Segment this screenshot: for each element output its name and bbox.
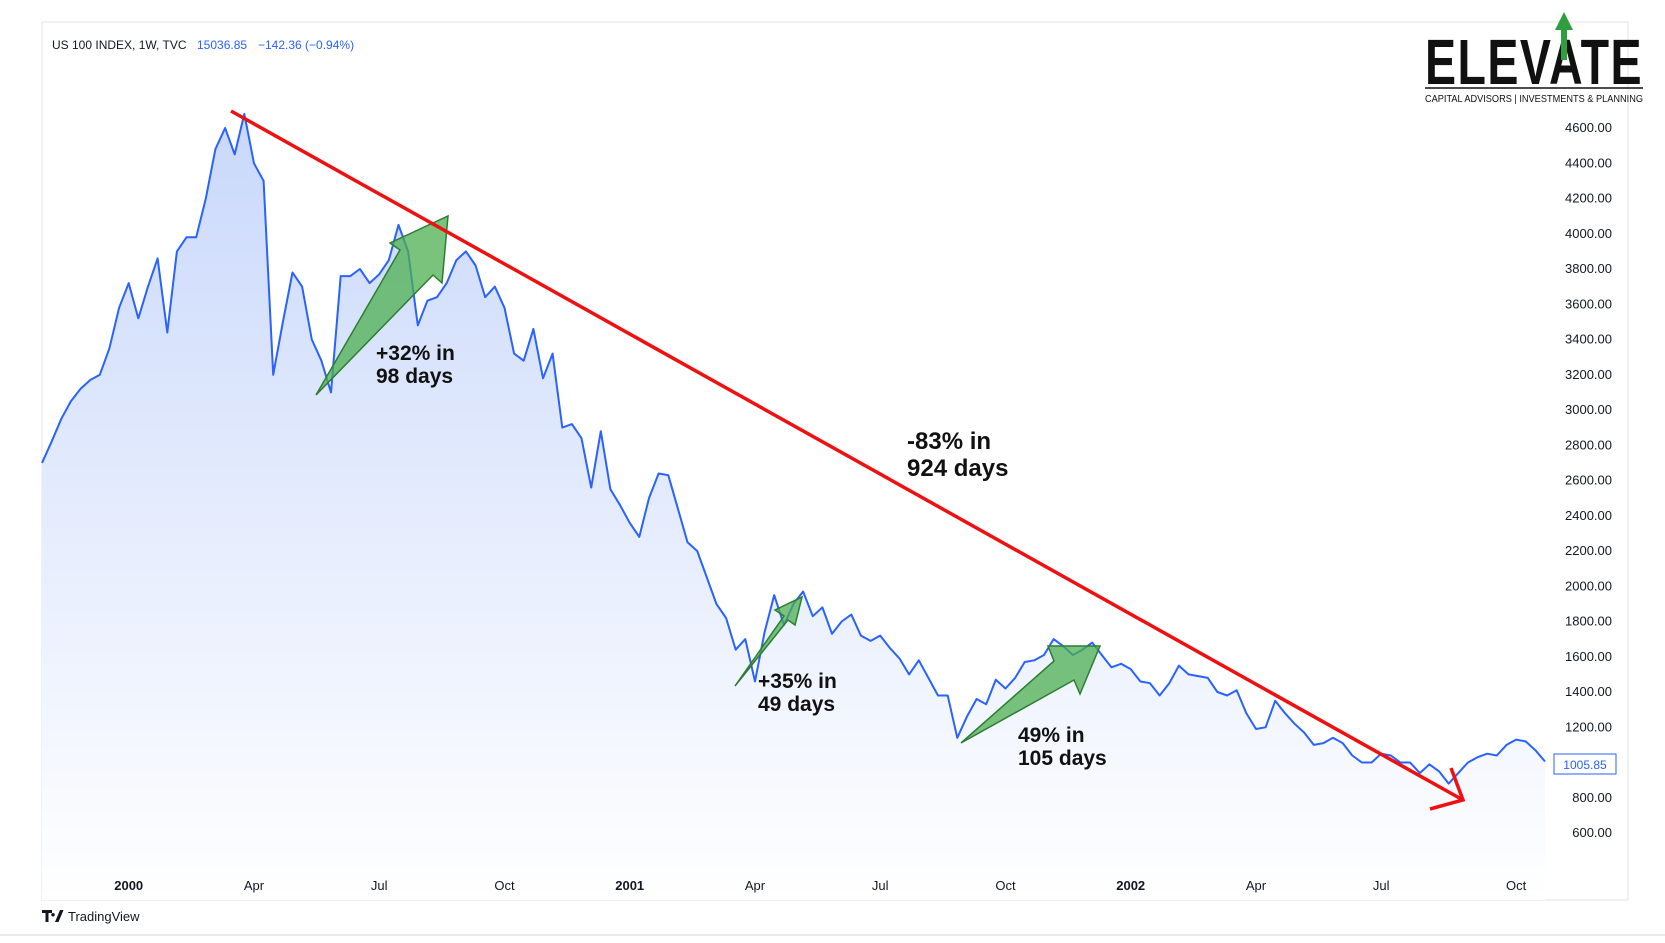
x-tick-label: 2001 bbox=[615, 878, 644, 893]
y-tick-label: 1800.00 bbox=[1565, 614, 1612, 629]
last-price-label: 1005.85 bbox=[1553, 753, 1617, 775]
y-tick-label: 4200.00 bbox=[1565, 191, 1612, 206]
y-tick-label: 2200.00 bbox=[1565, 543, 1612, 558]
rally3-text-line2: 105 days bbox=[1018, 747, 1107, 770]
last-price-box bbox=[1553, 753, 1617, 775]
decline-text-line1: -83% in bbox=[907, 428, 991, 455]
y-tick-label: 4000.00 bbox=[1565, 226, 1612, 241]
logo-subtitle: CAPITAL ADVISORS | INVESTMENTS & PLANNIN… bbox=[1425, 94, 1643, 105]
x-axis[interactable]: 2000 Apr Jul Oct 2001 Apr Jul Oct 2002 Apr Jul Oct bbox=[114, 878, 1526, 893]
y-tick-label: 3600.00 bbox=[1565, 296, 1612, 311]
x-tick-label: Oct bbox=[494, 878, 515, 893]
decline-text-line2: 924 days bbox=[907, 455, 1008, 482]
y-tick-label: 3800.00 bbox=[1565, 261, 1612, 276]
x-tick-label: Jul bbox=[872, 878, 889, 893]
x-tick-label: Apr bbox=[244, 878, 265, 893]
y-tick-label: 1200.00 bbox=[1565, 719, 1612, 734]
x-tick-label: Apr bbox=[745, 878, 766, 893]
y-tick-label: 600.00 bbox=[1572, 825, 1612, 840]
y-tick-label: 2400.00 bbox=[1565, 508, 1612, 523]
legend-symbol: US 100 INDEX, 1W, TVC bbox=[52, 38, 187, 52]
decline-arrow-line bbox=[230, 109, 1464, 802]
rally-arrow-2 bbox=[734, 595, 804, 687]
y-axis[interactable]: 600.00800.001000.001200.001400.001600.00… bbox=[1565, 120, 1612, 840]
rally1-text-line1: +32% in bbox=[376, 342, 455, 365]
x-tick-label: 2000 bbox=[114, 878, 143, 893]
y-tick-label: 2600.00 bbox=[1565, 473, 1612, 488]
area-layer bbox=[42, 113, 1545, 900]
rally-arrow-3 bbox=[960, 645, 1102, 744]
decline-arrow-head bbox=[1429, 767, 1466, 811]
tradingview-label: TradingView bbox=[68, 909, 140, 924]
x-tick-label: Oct bbox=[1506, 878, 1527, 893]
rally2-text-line1: +35% in bbox=[758, 670, 837, 693]
y-tick-label: 4600.00 bbox=[1565, 120, 1612, 135]
legend-change: −142.36 (−0.94%) bbox=[258, 38, 354, 52]
series-area bbox=[42, 113, 1545, 900]
x-tick-label: Apr bbox=[1246, 878, 1267, 893]
y-tick-label: 2000.00 bbox=[1565, 578, 1612, 593]
y-tick-label: 3000.00 bbox=[1565, 402, 1612, 417]
rally1-text-line2: 98 days bbox=[376, 365, 453, 388]
x-tick-label: Oct bbox=[995, 878, 1016, 893]
y-tick-label: 1600.00 bbox=[1565, 649, 1612, 664]
logo-arrow-icon bbox=[1555, 12, 1573, 60]
x-tick-label: Jul bbox=[371, 878, 388, 893]
last-price-text: 1005.85 bbox=[1563, 758, 1607, 772]
y-tick-label: 3200.00 bbox=[1565, 367, 1612, 382]
logo-title: ELEVATE bbox=[1425, 26, 1643, 98]
rally3-text-line1: 49% in bbox=[1018, 724, 1085, 747]
x-tick-label: 2002 bbox=[1116, 878, 1145, 893]
y-tick-label: 3400.00 bbox=[1565, 332, 1612, 347]
legend-last: 15036.85 bbox=[197, 38, 247, 52]
rally2-text-line2: 49 days bbox=[758, 693, 835, 716]
rally-arrow-1 bbox=[315, 214, 449, 396]
y-tick-label: 4400.00 bbox=[1565, 155, 1612, 170]
x-tick-label: Jul bbox=[1373, 878, 1390, 893]
elevate-logo: ELEVATE CAPITAL ADVISORS | INVESTMENTS &… bbox=[1425, 12, 1643, 105]
tradingview-brand[interactable]: TradingView bbox=[42, 909, 140, 924]
y-tick-label: 2800.00 bbox=[1565, 437, 1612, 452]
y-tick-label: 1400.00 bbox=[1565, 684, 1612, 699]
tradingview-logo-icon bbox=[42, 910, 64, 922]
y-tick-label: 800.00 bbox=[1572, 790, 1612, 805]
